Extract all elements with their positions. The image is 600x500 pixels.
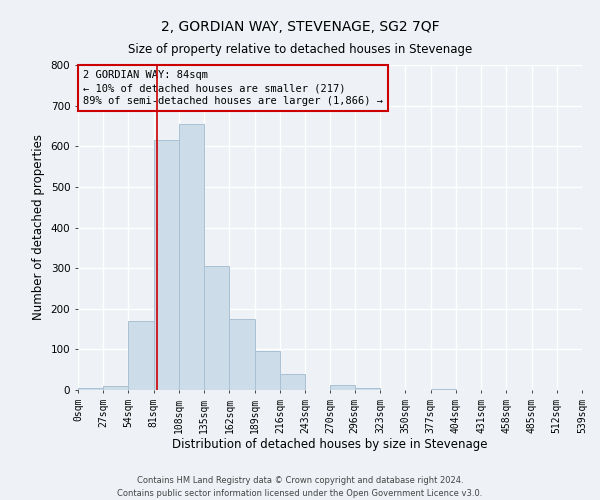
Bar (355, 388, 380, 390)
Y-axis label: Number of detached properties: Number of detached properties (32, 134, 45, 320)
Bar (128, 321, 154, 390)
Bar (179, 124, 204, 390)
Bar (204, 266, 229, 390)
Bar (255, 350, 280, 390)
Bar (229, 319, 255, 390)
X-axis label: Distribution of detached houses by size in Stevenage: Distribution of detached houses by size … (172, 438, 488, 452)
Text: 2, GORDIAN WAY, STEVENAGE, SG2 7QF: 2, GORDIAN WAY, STEVENAGE, SG2 7QF (161, 20, 439, 34)
Text: Contains HM Land Registry data © Crown copyright and database right 2024.
Contai: Contains HM Land Registry data © Crown c… (118, 476, 482, 498)
Text: 2 GORDIAN WAY: 84sqm
← 10% of detached houses are smaller (217)
89% of semi-deta: 2 GORDIAN WAY: 84sqm ← 10% of detached h… (83, 70, 383, 106)
Bar (103, 386, 128, 390)
Bar (431, 389, 456, 390)
Bar (280, 374, 305, 390)
Bar (331, 385, 355, 390)
Text: Size of property relative to detached houses in Stevenage: Size of property relative to detached ho… (128, 42, 472, 56)
Bar (154, 140, 179, 390)
Bar (78, 388, 103, 390)
